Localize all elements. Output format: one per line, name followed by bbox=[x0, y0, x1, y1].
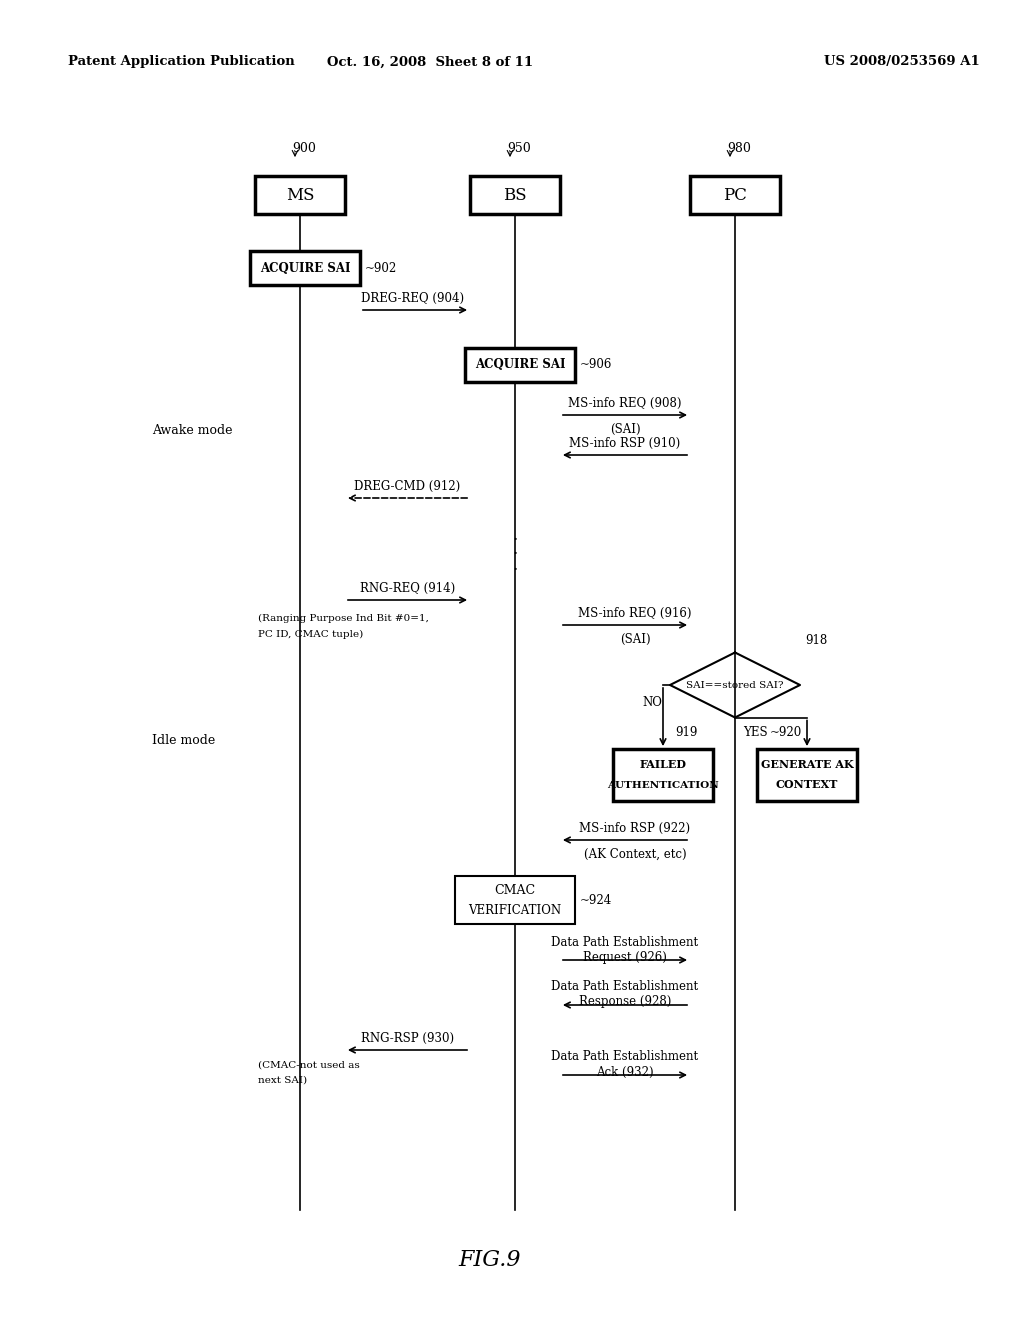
Text: MS-info RSP (922): MS-info RSP (922) bbox=[580, 821, 690, 834]
Text: ~906: ~906 bbox=[580, 359, 612, 371]
Text: FIG.9: FIG.9 bbox=[459, 1249, 521, 1271]
Text: CONTEXT: CONTEXT bbox=[776, 780, 839, 791]
Text: ~924: ~924 bbox=[580, 894, 612, 907]
Text: US 2008/0253569 A1: US 2008/0253569 A1 bbox=[824, 55, 980, 69]
Text: YES: YES bbox=[743, 726, 768, 738]
Text: 919: 919 bbox=[675, 726, 697, 738]
Text: BS: BS bbox=[503, 186, 526, 203]
Text: NO: NO bbox=[642, 697, 662, 710]
Text: Data Path Establishment: Data Path Establishment bbox=[552, 981, 698, 994]
Text: 980: 980 bbox=[727, 141, 751, 154]
Bar bbox=[465, 348, 575, 381]
Text: Patent Application Publication: Patent Application Publication bbox=[68, 55, 295, 69]
Text: RNG-RSP (930): RNG-RSP (930) bbox=[360, 1031, 454, 1044]
Text: (AK Context, etc): (AK Context, etc) bbox=[584, 847, 686, 861]
Text: DREG-CMD (912): DREG-CMD (912) bbox=[354, 479, 461, 492]
Bar bbox=[690, 176, 780, 214]
Text: PC: PC bbox=[723, 186, 746, 203]
Text: Awake mode: Awake mode bbox=[152, 424, 232, 437]
Text: (CMAC-not used as: (CMAC-not used as bbox=[258, 1060, 359, 1069]
Text: .: . bbox=[512, 527, 517, 544]
Text: CMAC: CMAC bbox=[495, 883, 536, 896]
Text: Idle mode: Idle mode bbox=[152, 734, 215, 747]
Bar bbox=[455, 876, 575, 924]
Text: MS-info RSP (910): MS-info RSP (910) bbox=[569, 437, 681, 450]
Bar bbox=[255, 176, 345, 214]
Text: 918: 918 bbox=[805, 635, 827, 648]
Text: (Ranging Purpose Ind Bit #0=1,: (Ranging Purpose Ind Bit #0=1, bbox=[258, 614, 429, 623]
Text: VERIFICATION: VERIFICATION bbox=[468, 903, 561, 916]
Text: ACQUIRE SAI: ACQUIRE SAI bbox=[260, 261, 350, 275]
Bar bbox=[757, 748, 857, 801]
Bar bbox=[250, 251, 360, 285]
Bar bbox=[613, 748, 713, 801]
Text: next SAI): next SAI) bbox=[258, 1076, 307, 1085]
Text: Oct. 16, 2008  Sheet 8 of 11: Oct. 16, 2008 Sheet 8 of 11 bbox=[327, 55, 534, 69]
Text: 900: 900 bbox=[292, 141, 315, 154]
Text: FAILED: FAILED bbox=[640, 759, 686, 771]
Text: MS-info REQ (916): MS-info REQ (916) bbox=[579, 606, 692, 619]
Text: AUTHENTICATION: AUTHENTICATION bbox=[607, 780, 719, 789]
Text: RNG-REQ (914): RNG-REQ (914) bbox=[359, 582, 455, 594]
Text: (SAI): (SAI) bbox=[620, 632, 650, 645]
Text: GENERATE AK: GENERATE AK bbox=[761, 759, 853, 771]
Text: ~902: ~902 bbox=[365, 261, 397, 275]
Text: PC ID, CMAC tuple): PC ID, CMAC tuple) bbox=[258, 630, 364, 639]
Text: Data Path Establishment: Data Path Establishment bbox=[552, 1051, 698, 1064]
Text: Data Path Establishment: Data Path Establishment bbox=[552, 936, 698, 949]
Text: .: . bbox=[512, 541, 517, 558]
Text: Request (926): Request (926) bbox=[583, 950, 667, 964]
Text: ~920: ~920 bbox=[770, 726, 802, 738]
Text: 950: 950 bbox=[507, 141, 530, 154]
Bar bbox=[470, 176, 560, 214]
Text: SAI==stored SAI?: SAI==stored SAI? bbox=[686, 681, 783, 689]
Text: (SAI): (SAI) bbox=[609, 422, 640, 436]
Text: ACQUIRE SAI: ACQUIRE SAI bbox=[475, 359, 565, 371]
Text: MS-info REQ (908): MS-info REQ (908) bbox=[568, 396, 682, 409]
Text: DREG-REQ (904): DREG-REQ (904) bbox=[360, 292, 464, 305]
Text: Response (928): Response (928) bbox=[579, 995, 671, 1008]
Text: MS: MS bbox=[286, 186, 314, 203]
Text: Ack (932): Ack (932) bbox=[596, 1065, 653, 1078]
Text: .: . bbox=[512, 557, 517, 573]
